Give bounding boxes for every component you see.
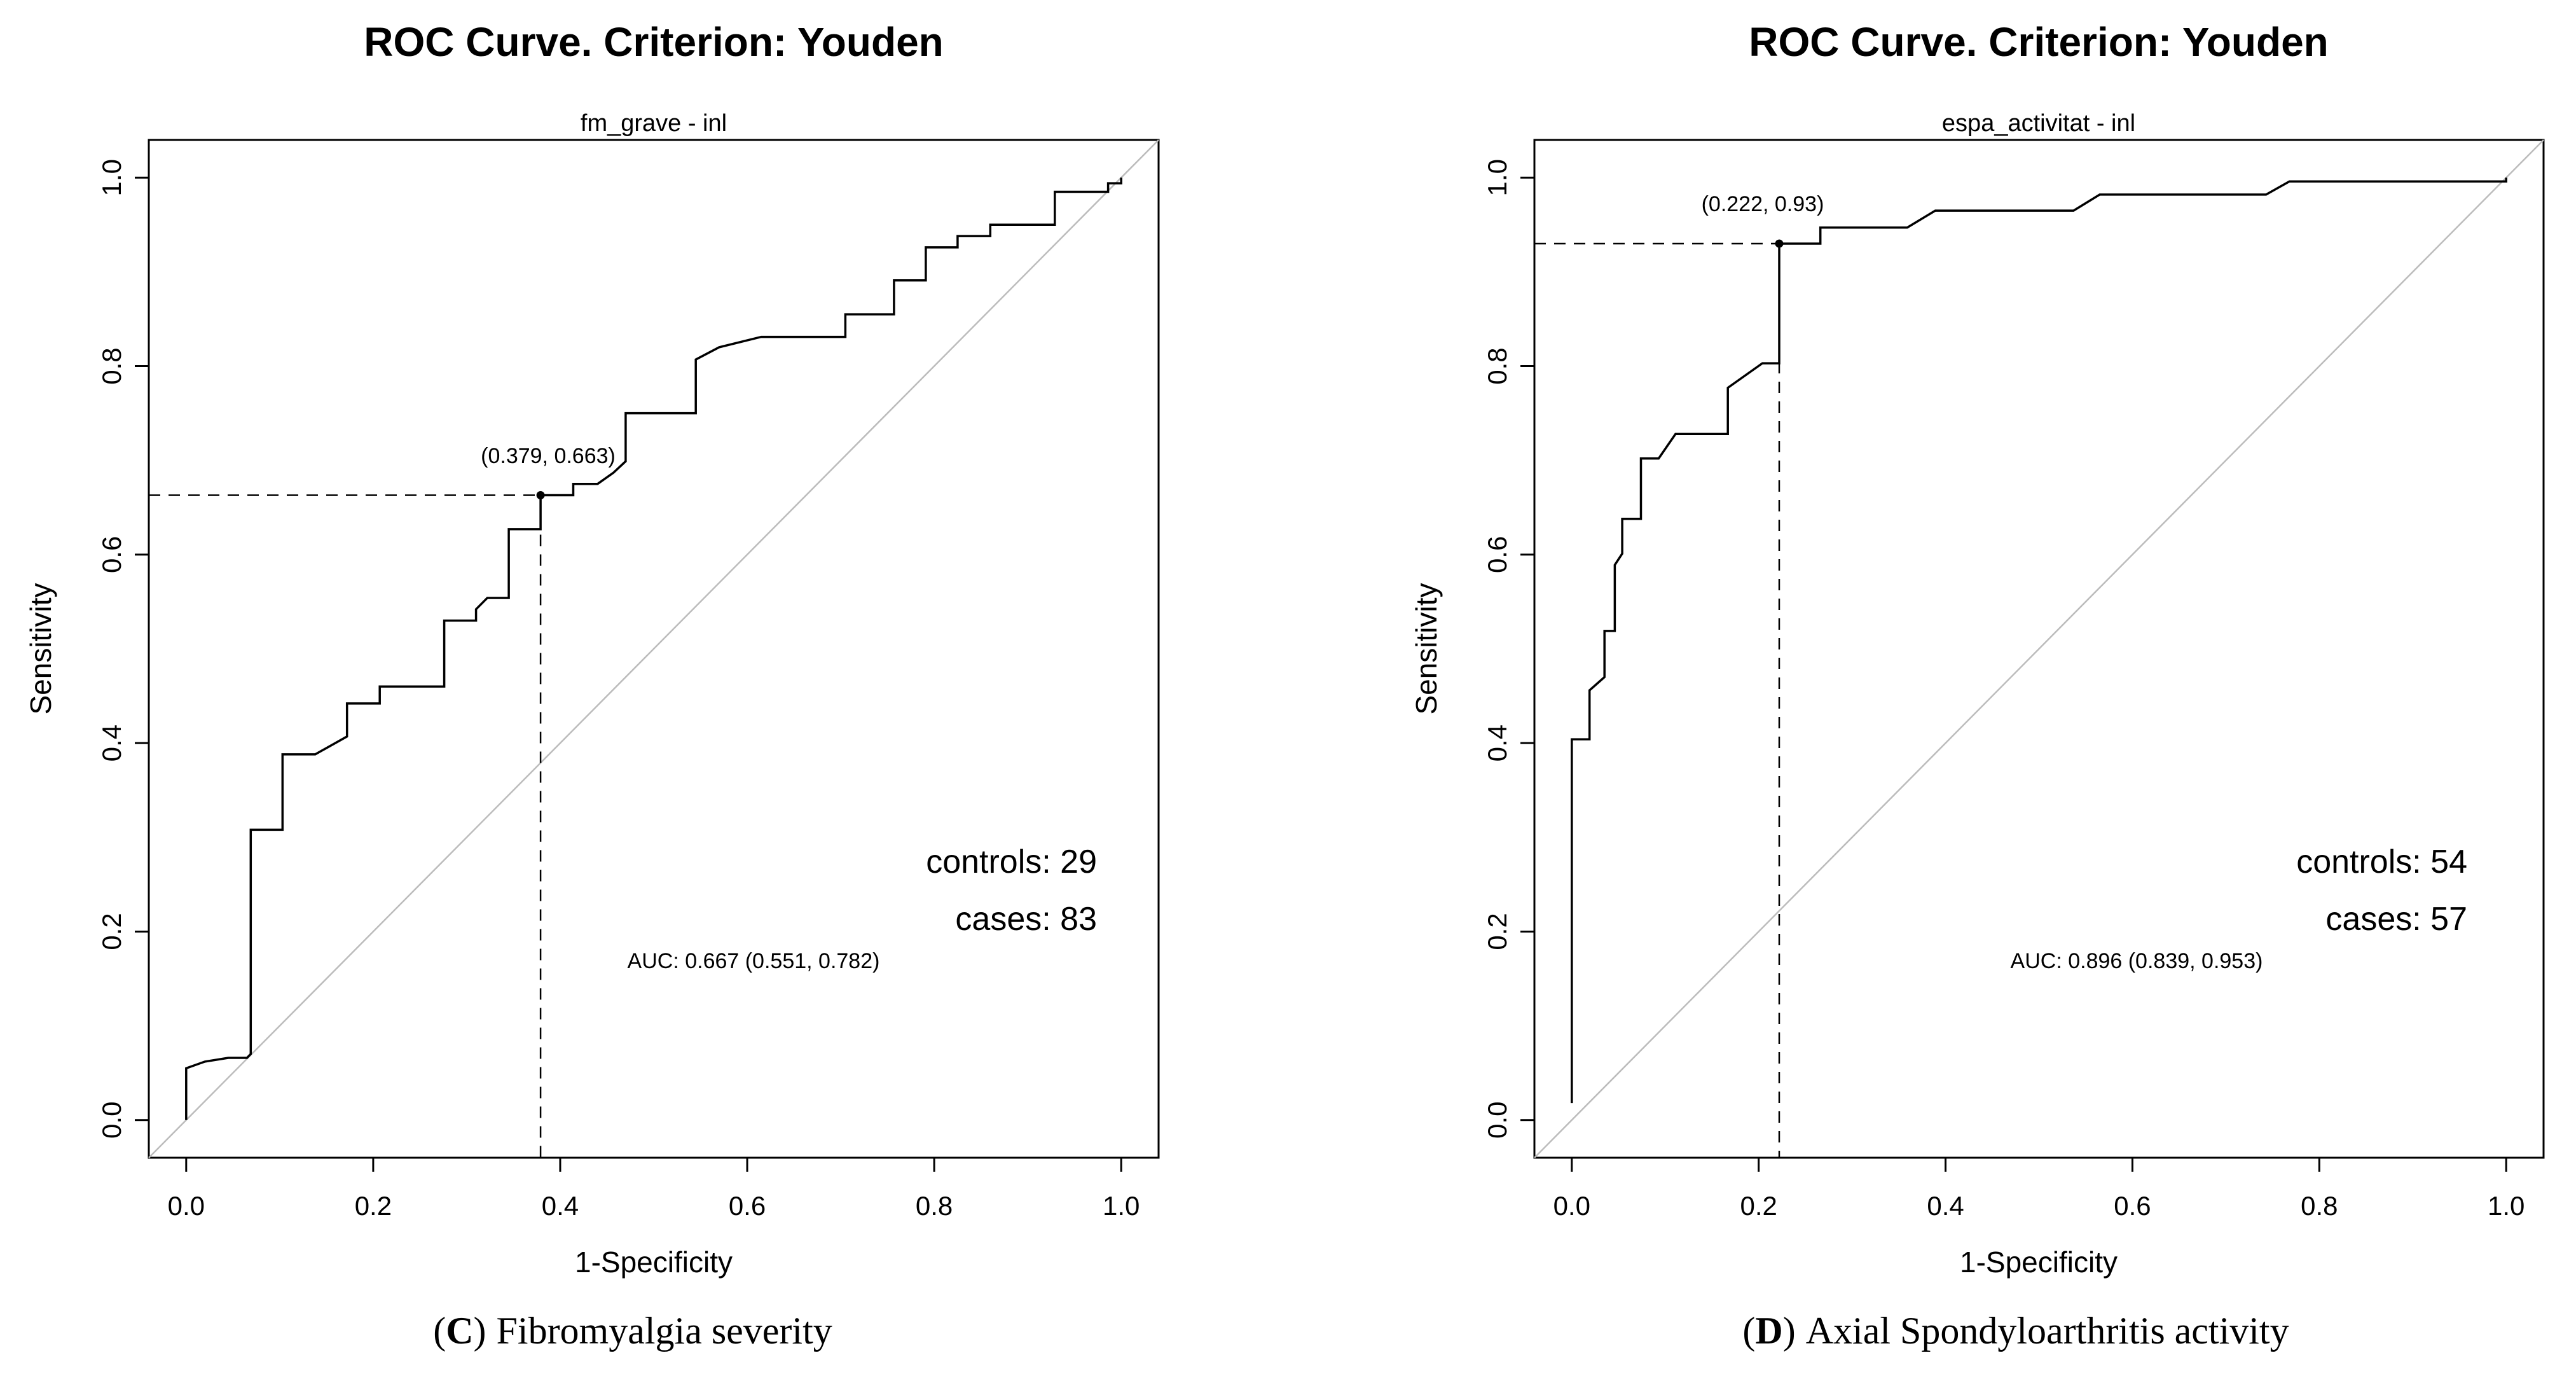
caption-c-letter: C <box>446 1310 473 1352</box>
plot-box <box>148 139 1160 1159</box>
threshold-dot <box>1775 239 1784 248</box>
plot-subtitle-c: fm_grave - inl <box>581 110 727 137</box>
x-tick-label: 0.4 <box>542 1191 579 1221</box>
y-tick-label: 1.0 <box>1482 159 1512 196</box>
cases-count-d: cases: 57 <box>2325 901 2467 938</box>
y-tick-label: 0.2 <box>97 913 127 950</box>
x-tick-label: 0.6 <box>729 1191 766 1221</box>
y-tick-label: 0.2 <box>1482 913 1512 950</box>
roc-curve <box>185 177 1122 1120</box>
y-tick-label: 0.8 <box>97 347 127 384</box>
y-axis-label-c: Sensitivity <box>24 583 57 714</box>
x-tick-label: 0.2 <box>1740 1191 1777 1221</box>
x-axis-label-c: 1-Specificity <box>575 1246 733 1279</box>
caption-c-close: ) <box>474 1310 486 1352</box>
plot-title-c: ROC Curve. Criterion: Youden <box>364 19 944 65</box>
y-tick-label: 0.0 <box>97 1102 127 1139</box>
x-tick-label: 0.6 <box>2114 1191 2151 1221</box>
auc-value-c: AUC: 0.667 (0.551, 0.782) <box>628 949 880 973</box>
x-tick-label: 1.0 <box>1103 1191 1140 1221</box>
plot-c-dynamic: 0.0 0.0 0.2 0.2 0.4 0.4 0.6 0.6 0.8 0.8 1.0 1.0 <box>97 139 1160 1221</box>
caption-d-letter: D <box>1755 1310 1782 1352</box>
auc-value-d: AUC: 0.896 (0.839, 0.953) <box>2011 949 2263 973</box>
caption-d: (D) Axial Spondyloarthritis activity <box>1742 1310 2289 1352</box>
chance-diagonal-line <box>1534 139 2544 1158</box>
caption-d-close: ) <box>1783 1310 1796 1352</box>
x-tick-label: 0.2 <box>355 1191 392 1221</box>
plot-subtitle-d: espa_activitat - inl <box>1942 110 2135 137</box>
x-tick-label: 0.0 <box>1553 1191 1590 1221</box>
controls-count-d: controls: 54 <box>2296 843 2467 880</box>
x-tick-label: 0.8 <box>2301 1191 2338 1221</box>
y-tick-label: 0.0 <box>1482 1102 1512 1139</box>
x-tick-label: 0.4 <box>1927 1191 1964 1221</box>
threshold-annotation-d: (0.222, 0.93) <box>1702 192 1824 216</box>
caption-d-open: ( <box>1742 1310 1755 1352</box>
cases-count-c: cases: 83 <box>955 901 1097 938</box>
y-tick-label: 0.4 <box>97 725 127 761</box>
y-tick-label: 0.6 <box>1482 536 1512 573</box>
x-tick-label: 1.0 <box>2488 1191 2524 1221</box>
caption-c: (C) Fibromyalgia severity <box>433 1310 832 1352</box>
x-axis-label-d: 1-Specificity <box>1960 1246 2118 1279</box>
caption-c-open: ( <box>433 1310 446 1352</box>
plot-d-dynamic: 0.0 0.0 0.2 0.2 0.4 0.4 0.6 0.6 0.8 0.8 1.0 1.0 <box>1482 139 2545 1221</box>
plot-box <box>1533 139 2545 1159</box>
plot-title-d: ROC Curve. Criterion: Youden <box>1749 19 2329 65</box>
threshold-dot <box>536 491 545 500</box>
controls-count-c: controls: 29 <box>926 843 1097 880</box>
y-tick-label: 0.4 <box>1482 725 1512 761</box>
y-tick-label: 1.0 <box>97 159 127 196</box>
y-tick-label: 0.8 <box>1482 347 1512 384</box>
threshold-annotation-c: (0.379, 0.663) <box>481 444 616 468</box>
chance-diagonal-line <box>148 139 1159 1158</box>
y-tick-label: 0.6 <box>97 536 127 573</box>
roc-curve <box>1571 177 2507 1104</box>
x-tick-label: 0.8 <box>916 1191 953 1221</box>
caption-d-text: Axial Spondyloarthritis activity <box>1806 1310 2289 1352</box>
x-tick-label: 0.0 <box>168 1191 205 1221</box>
y-axis-label-d: Sensitivity <box>1410 583 1443 714</box>
caption-c-text: Fibromyalgia severity <box>497 1310 832 1352</box>
